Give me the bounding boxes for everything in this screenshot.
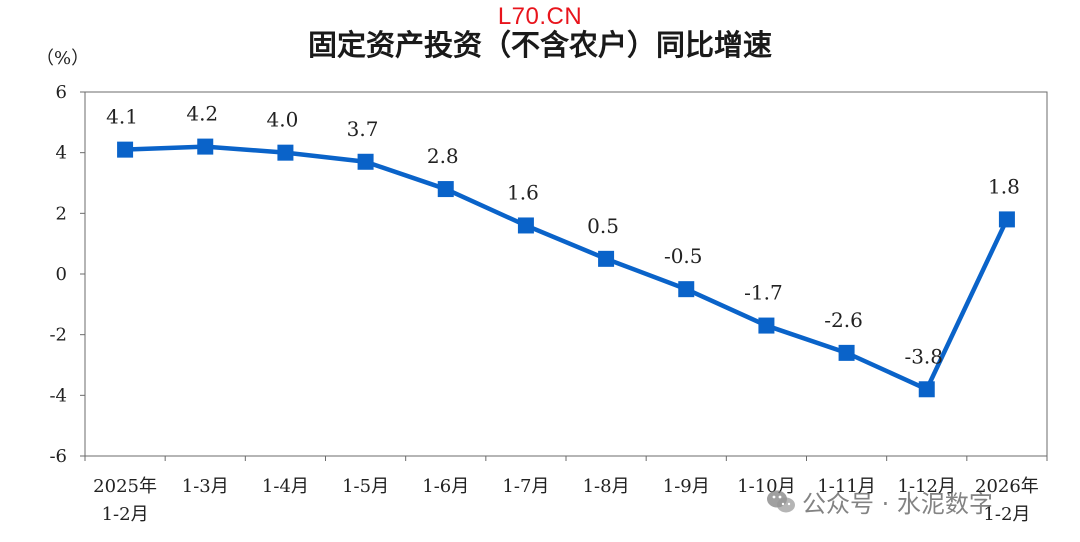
y-axis-unit-label: （%） (36, 48, 90, 69)
y-tick-label: 6 (56, 82, 67, 103)
data-point-marker (357, 153, 374, 170)
y-tick-label: 4 (56, 143, 67, 164)
x-tick-label: 1-9月 (663, 476, 710, 497)
x-tick-label: 2025年 (93, 476, 157, 497)
data-label: -2.6 (824, 308, 863, 332)
data-point-marker (838, 344, 855, 361)
series-path (122, 144, 1010, 392)
chart-title: 固定资产投资（不含农户）同比增速 (307, 28, 772, 62)
data-point-marker (678, 281, 695, 298)
x-tick-label: 1-7月 (502, 476, 549, 497)
axes: 6 4 2 0 -2 -4 -6 2025年 1-2月 1-3月 1-4月 1-5月 1-6月 1-7月 1… (49, 82, 1048, 525)
x-tick-label: 1-12月 (898, 476, 956, 497)
data-point-marker (998, 211, 1015, 228)
data-point-marker (758, 317, 775, 334)
data-label: 4.0 (267, 108, 299, 132)
wechat-icon (766, 489, 796, 515)
watermark-bottom-text: 公众号 · 水泥数字 (802, 490, 993, 518)
watermark-bottom: 公众号 · 水泥数字 (766, 484, 993, 519)
data-label: -1.7 (744, 281, 783, 305)
x-tick-label: 1-4月 (262, 476, 309, 497)
y-tick-label: -6 (49, 446, 67, 467)
data-point-marker (918, 381, 935, 398)
y-tick-label: 2 (56, 203, 67, 224)
x-tick-label: 1-3月 (182, 476, 229, 497)
data-label: 4.2 (186, 102, 218, 126)
y-tick-label: 0 (56, 264, 67, 285)
x-tick-label: 1-5月 (342, 476, 389, 497)
data-label: 1.6 (507, 180, 539, 204)
data-point-marker (437, 181, 454, 198)
y-tick-label: -2 (49, 325, 67, 346)
data-label: 0.5 (587, 214, 619, 238)
data-label: 2.8 (427, 144, 459, 168)
data-point-marker (598, 250, 615, 267)
watermark-top: L70.CN (497, 3, 583, 30)
data-label: 4.1 (106, 105, 138, 129)
data-label: 3.7 (347, 117, 379, 141)
data-point-marker (517, 217, 534, 234)
data-point-marker (197, 138, 214, 155)
x-tick-label: 1-8月 (583, 476, 630, 497)
x-tick-label: 1-2月 (102, 504, 149, 525)
data-label: -0.5 (664, 244, 703, 268)
x-tick-label: 1-6月 (422, 476, 469, 497)
data-point-marker (117, 141, 134, 158)
data-label: 1.8 (988, 174, 1020, 198)
x-tick-label: 2026年 (975, 476, 1039, 497)
series-line: 4.1 4.2 4.0 3.7 2.8 1.6 0.5 -0.5 -1.7 -2.6 -3.8 1.8 (106, 102, 1020, 398)
x-tick-label: 1-11月 (817, 476, 875, 497)
data-label: -3.8 (904, 344, 943, 368)
x-tick-label: 1-2月 (983, 504, 1030, 525)
y-tick-label: -4 (49, 385, 67, 406)
data-point-marker (277, 144, 294, 161)
